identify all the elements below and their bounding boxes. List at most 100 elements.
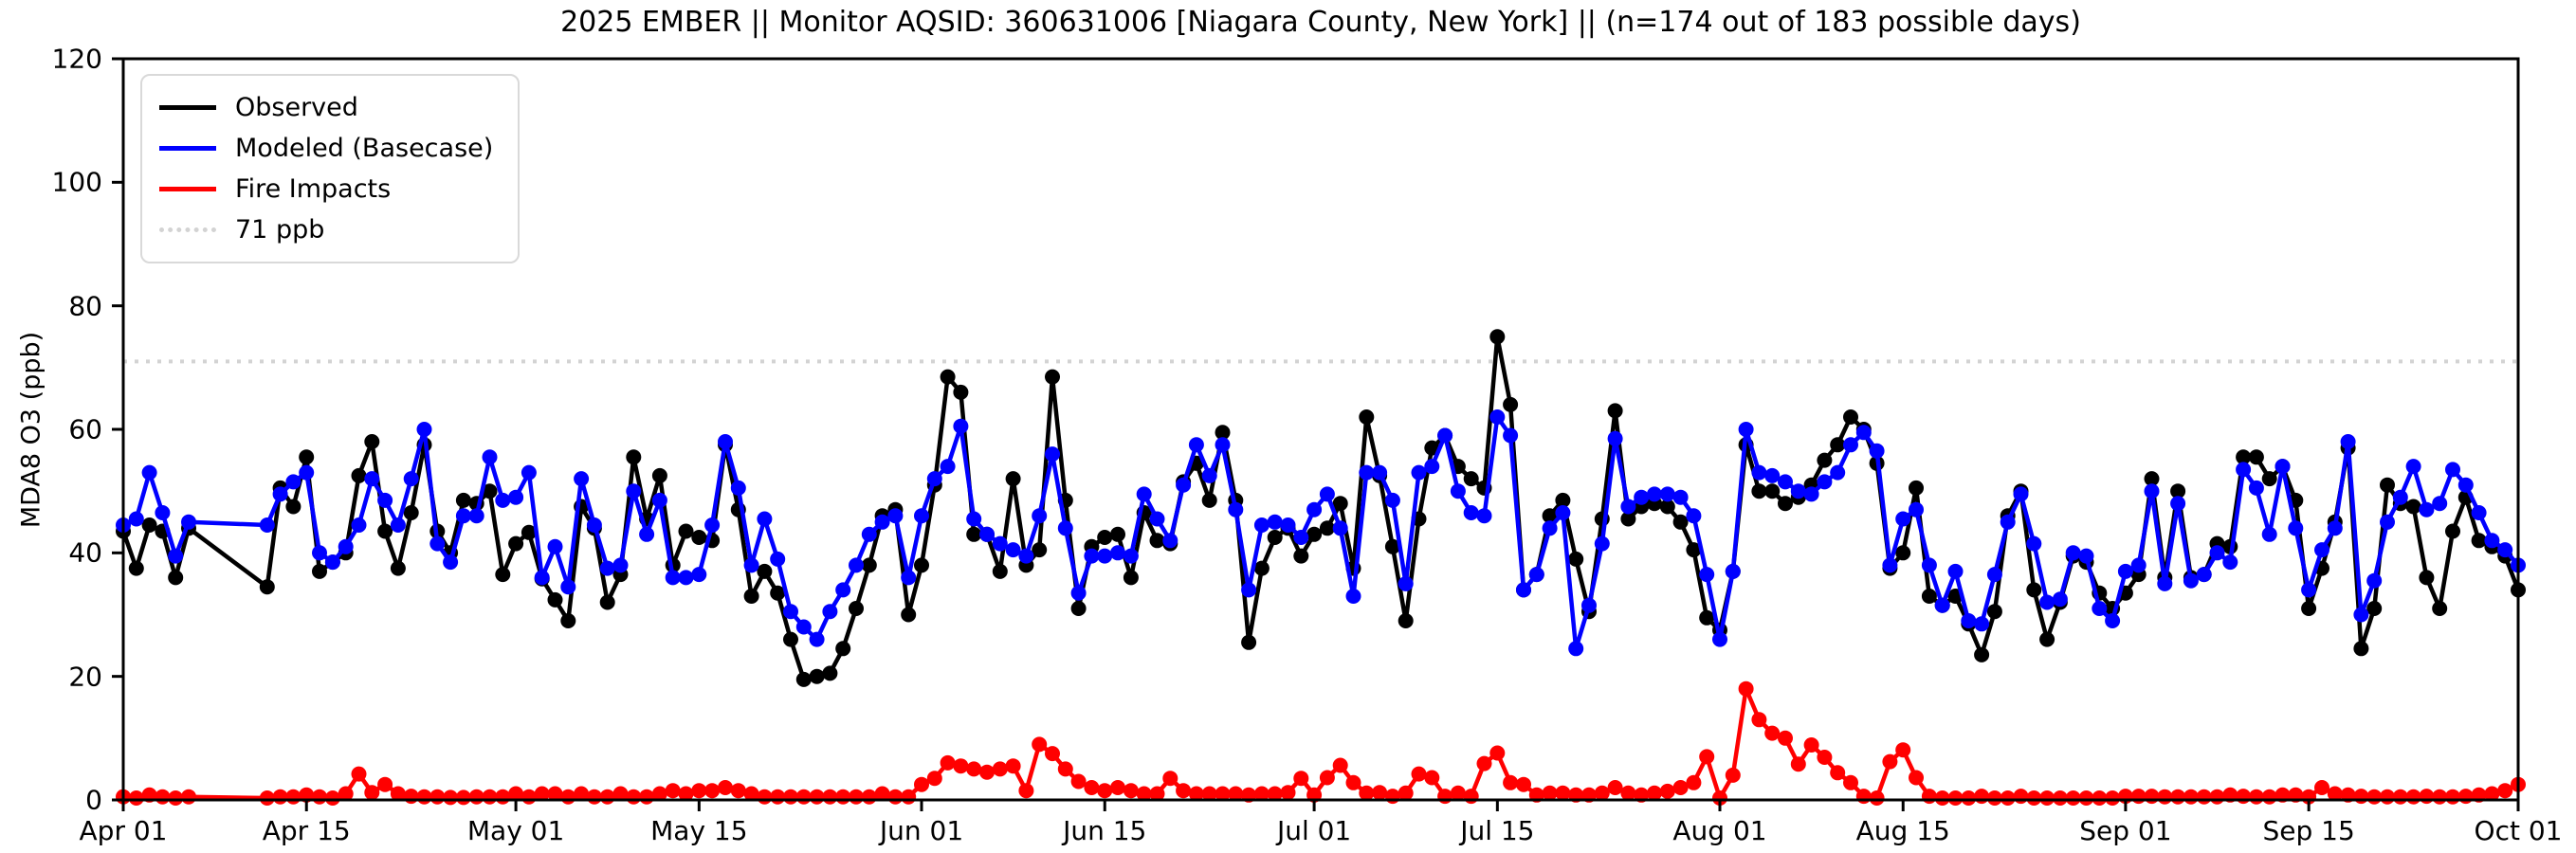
data-point-fire-impacts [2419,789,2435,805]
data-point-fire-impacts [1659,783,1675,799]
legend-line-sample [159,105,216,110]
data-point-fire-impacts [1869,790,1885,806]
data-point-observed [835,641,851,657]
data-point-modeled-basecase- [338,538,354,554]
data-point-modeled-basecase- [1686,508,1702,524]
data-point-modeled-basecase- [2471,505,2487,520]
data-point-fire-impacts [2392,789,2408,805]
data-point-fire-impacts [1149,786,1165,802]
data-point-fire-impacts [2000,790,2016,806]
data-point-fire-impacts [324,790,340,806]
data-point-modeled-basecase- [1712,631,1727,647]
data-point-fire-impacts [1345,774,1361,790]
data-point-observed [1699,609,1715,626]
data-point-fire-impacts [940,754,956,771]
data-point-fire-impacts [783,789,798,805]
data-point-observed [455,492,471,508]
data-point-modeled-basecase- [1778,474,1793,490]
data-point-fire-impacts [1359,785,1375,801]
data-point-fire-impacts [1332,757,1348,773]
data-point-modeled-basecase- [2484,533,2500,549]
data-point-modeled-basecase- [259,517,275,533]
data-point-observed [2301,601,2317,616]
x-tick-label: May 15 [650,815,748,846]
data-point-observed [2144,471,2160,487]
data-point-observed [1503,396,1519,412]
data-point-modeled-basecase- [718,434,733,449]
data-point-modeled-basecase- [508,489,524,505]
data-point-fire-impacts [953,758,969,774]
data-point-fire-impacts [599,789,615,805]
data-point-modeled-basecase- [1542,520,1558,536]
data-point-observed [1672,514,1689,530]
data-point-fire-impacts [626,789,642,805]
data-point-modeled-basecase- [2405,459,2421,475]
data-point-observed [809,668,825,684]
data-point-modeled-basecase- [272,486,288,502]
data-point-modeled-basecase- [2117,563,2133,579]
data-point-modeled-basecase- [730,480,746,496]
data-point-fire-impacts [914,776,929,792]
data-point-modeled-basecase- [2392,489,2408,505]
x-tick-label: Jun 15 [1063,815,1147,846]
data-point-modeled-basecase- [1372,464,1388,481]
data-point-observed [351,467,367,483]
data-point-modeled-basecase- [992,535,1008,552]
data-point-modeled-basecase- [1110,545,1125,561]
data-point-fire-impacts [312,789,327,805]
y-tick-label: 20 [68,661,102,693]
data-point-modeled-basecase- [901,570,917,586]
data-point-observed [1895,545,1911,561]
data-point-fire-impacts [1555,785,1571,801]
data-point-modeled-basecase- [1319,486,1335,502]
data-point-observed [1817,452,1833,468]
data-point-modeled-basecase- [1384,492,1400,508]
data-point-modeled-basecase- [1764,467,1781,483]
data-point-modeled-basecase- [1974,616,1990,632]
data-point-modeled-basecase- [2236,462,2252,478]
data-point-modeled-basecase- [2432,496,2448,512]
y-tick-label: 60 [68,413,102,445]
data-point-modeled-basecase- [626,483,642,499]
data-point-fire-impacts [2130,789,2147,805]
y-tick-label: 120 [51,43,102,75]
data-point-observed [795,671,812,687]
data-point-fire-impacts [1136,786,1152,802]
data-point-modeled-basecase- [468,508,484,524]
data-point-fire-impacts [1005,758,1021,774]
data-point-modeled-basecase- [1306,501,1323,517]
data-point-fire-impacts [1424,770,1440,786]
data-point-fire-impacts [901,789,917,805]
data-point-observed [508,535,524,552]
data-point-modeled-basecase- [1555,505,1571,520]
data-point-modeled-basecase- [2314,542,2329,558]
data-point-modeled-basecase- [639,526,655,542]
data-point-fire-impacts [2405,789,2421,805]
data-point-modeled-basecase- [1869,443,1885,459]
data-point-modeled-basecase- [874,514,890,530]
data-point-observed [783,631,798,647]
data-point-modeled-basecase- [1634,489,1650,505]
data-point-observed [2248,449,2264,465]
data-point-fire-impacts [521,789,537,805]
data-point-modeled-basecase- [2301,582,2317,598]
data-point-modeled-basecase- [612,557,629,573]
data-point-modeled-basecase- [1241,582,1257,598]
data-point-fire-impacts [2183,789,2199,805]
data-point-modeled-basecase- [1738,422,1754,437]
data-point-fire-impacts [2144,789,2160,805]
data-point-observed [757,563,773,579]
data-point-fire-impacts [1215,786,1231,802]
data-point-observed [1974,646,1990,662]
data-point-fire-impacts [443,789,459,806]
data-point-observed [1686,542,1702,558]
data-point-fire-impacts [1280,785,1296,801]
data-point-modeled-basecase- [2248,480,2264,496]
data-point-fire-impacts [1672,780,1689,795]
data-point-fire-impacts [861,789,877,805]
data-point-fire-impacts [2092,790,2108,806]
data-point-fire-impacts [926,771,942,787]
data-point-fire-impacts [574,786,590,802]
data-point-fire-impacts [2432,789,2448,805]
